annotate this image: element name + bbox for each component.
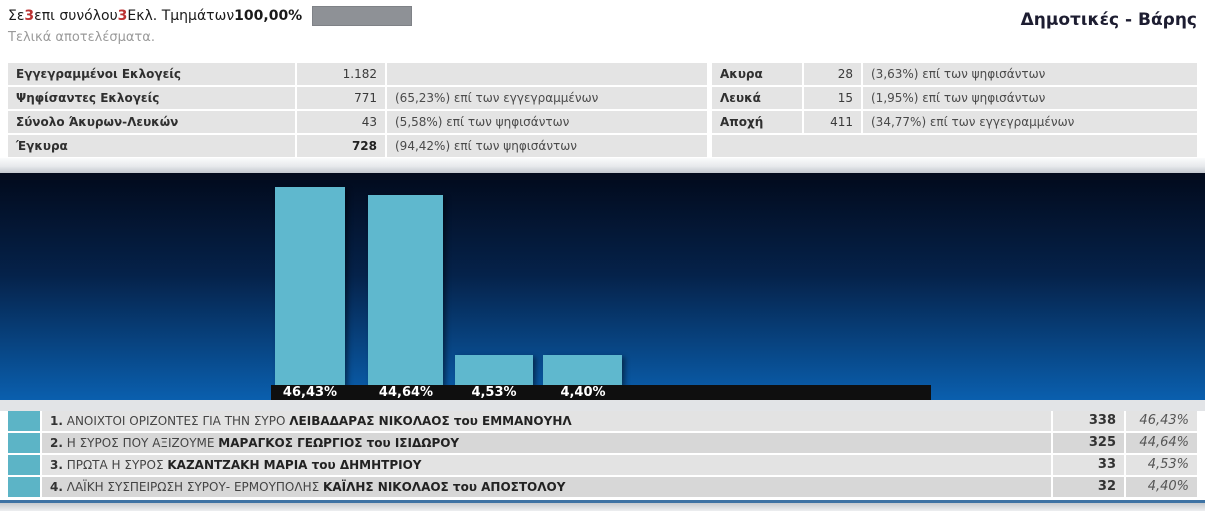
chart-percent-label: 46,43% (282, 385, 338, 400)
rank-label: 1. (50, 414, 63, 428)
summary-note: (65,23%) επί των εγγεγραμμένων (387, 87, 707, 109)
votes-value: 325 (1053, 433, 1124, 453)
votes-value: 338 (1053, 411, 1124, 431)
summary-row: Ψηφίσαντες Εκλογείς 771 (65,23%) επί των… (8, 87, 707, 109)
summary-value: 15 (804, 87, 861, 109)
party-name: ΛΑΪΚΗ ΣΥΣΠΕΙΡΩΣΗ ΣΥΡΟΥ- ΕΡΜΟΥΠΟΛΗΣ (66, 480, 320, 494)
summary-value: 28 (804, 63, 861, 85)
chart-percent-label: 44,64% (378, 385, 434, 400)
summary-row: Αποχή 411 (34,77%) επί των εγγεγραμμένων (712, 111, 1197, 133)
rank-label: 4. (50, 480, 63, 494)
results-table: 1. ΑΝΟΙΧΤΟΙ ΟΡΙΖΟΝΤΕΣ ΓΙΑ ΤΗΝ ΣΥΡΟ ΛΕΙΒΑ… (8, 411, 1197, 499)
reported-count: 3 (24, 8, 35, 24)
chart-bar (368, 195, 443, 386)
summary-label: Ακυρα (712, 63, 802, 85)
summary-value: 411 (804, 111, 861, 133)
candidate-name: ΛΕΙΒΑΔΑΡΑΣ ΝΙΚΟΛΑΟΣ του ΕΜΜΑΝΟΥΗΛ (289, 414, 572, 428)
summary-empty-cell (712, 135, 1197, 157)
party-color-swatch (8, 411, 40, 431)
candidate-name: ΜΑΡΑΓΚΟΣ ΓΕΩΡΓΙΟΣ του ΙΣΙΔΩΡΟΥ (218, 436, 460, 450)
party-name: ΑΝΟΙΧΤΟΙ ΟΡΙΖΟΝΤΕΣ ΓΙΑ ΤΗΝ ΣΥΡΟ (66, 414, 286, 428)
summary-value: 1.182 (297, 63, 385, 85)
summary-note (387, 63, 707, 85)
candidate-name: ΚΑΪΛΗΣ ΝΙΚΟΛΑΟΣ του ΑΠΟΣΤΟΛΟΥ (323, 480, 566, 494)
status-text: Τελικά αποτελέσματα. (8, 30, 155, 45)
chart-bar (275, 187, 345, 386)
chart-label-strip: 46,43% 44,64% 4,53% 4,40% (271, 385, 931, 400)
results-bar-chart: 46,43% 44,64% 4,53% 4,40% (0, 173, 1205, 400)
summary-note: (5,58%) επί των ψηφισάντων (387, 111, 707, 133)
summary-value: 43 (297, 111, 385, 133)
summary-row: Ακυρα 28 (3,63%) επί των ψηφισάντων (712, 63, 1197, 85)
rank-label: 2. (50, 436, 63, 450)
progress-mid: επι συνόλου (34, 8, 118, 24)
summary-note: (1,95%) επί των ψηφισάντων (863, 87, 1197, 109)
party-color-swatch (8, 477, 40, 497)
party-candidate-text: 4. ΛΑΪΚΗ ΣΥΣΠΕΙΡΩΣΗ ΣΥΡΟΥ- ΕΡΜΟΥΠΟΛΗΣ ΚΑ… (42, 477, 1051, 497)
chart-bottom-gap (0, 400, 1205, 411)
party-candidate-text: 3. ΠΡΩΤΑ Η ΣΥΡΟΣ ΚΑΖΑΝΤΖΑΚΗ ΜΑΡΙΑ του ΔΗ… (42, 455, 1051, 475)
progress-prefix: Σε (8, 8, 25, 24)
summary-label: Ψηφίσαντες Εκλογείς (8, 87, 295, 109)
progress-percent: 100,00% (234, 8, 303, 24)
party-color-swatch (8, 433, 40, 453)
summary-row: Λευκά 15 (1,95%) επί των ψηφισάντων (712, 87, 1197, 109)
summary-value: 728 (297, 135, 385, 157)
page-title: Δημοτικές - Βάρης (1020, 10, 1197, 30)
summary-label: Λευκά (712, 87, 802, 109)
party-candidate-text: 1. ΑΝΟΙΧΤΟΙ ΟΡΙΖΟΝΤΕΣ ΓΙΑ ΤΗΝ ΣΥΡΟ ΛΕΙΒΑ… (42, 411, 1051, 431)
percent-value: 44,64% (1126, 433, 1197, 453)
footer-divider (0, 500, 1205, 503)
table-row: 1. ΑΝΟΙΧΤΟΙ ΟΡΙΖΟΝΤΕΣ ΓΙΑ ΤΗΝ ΣΥΡΟ ΛΕΙΒΑ… (8, 411, 1197, 431)
chart-top-shadow (0, 158, 1205, 173)
summary-note: (3,63%) επί των ψηφισάντων (863, 63, 1197, 85)
reporting-progress-summary: Σε 3 επι συνόλου 3 Εκλ. Τμημάτων 100,00% (8, 6, 413, 26)
summary-row: Εγγεγραμμένοι Εκλογείς 1.182 (8, 63, 707, 85)
candidate-name: ΚΑΖΑΝΤΖΑΚΗ ΜΑΡΙΑ του ΔΗΜΗΤΡΙΟΥ (167, 458, 422, 472)
chart-bar (543, 355, 622, 386)
progress-bar (312, 6, 413, 26)
chart-bar (455, 355, 533, 386)
progress-suffix: Εκλ. Τμημάτων (127, 8, 235, 24)
summary-label: Εγγεγραμμένοι Εκλογείς (8, 63, 295, 85)
votes-value: 33 (1053, 455, 1124, 475)
summary-note: (94,42%) επί των ψηφισάντων (387, 135, 707, 157)
summary-row: Σύνολο Άκυρων-Λευκών 43 (5,58%) επί των … (8, 111, 707, 133)
summary-value: 771 (297, 87, 385, 109)
table-row: 2. Η ΣΥΡΟΣ ΠΟΥ ΑΞΙΖΟΥΜΕ ΜΑΡΑΓΚΟΣ ΓΕΩΡΓΙΟ… (8, 433, 1197, 453)
summary-note: (34,77%) επί των εγγεγραμμένων (863, 111, 1197, 133)
chart-percent-label: 4,53% (471, 385, 517, 400)
party-name: ΠΡΩΤΑ Η ΣΥΡΟΣ (66, 458, 164, 472)
table-row: 3. ΠΡΩΤΑ Η ΣΥΡΟΣ ΚΑΖΑΝΤΖΑΚΗ ΜΑΡΙΑ του ΔΗ… (8, 455, 1197, 475)
total-count: 3 (117, 8, 128, 24)
party-name: Η ΣΥΡΟΣ ΠΟΥ ΑΞΙΖΟΥΜΕ (66, 436, 215, 450)
summary-table-right: Ακυρα 28 (3,63%) επί των ψηφισάντων Λευκ… (712, 63, 1197, 159)
summary-label: Σύνολο Άκυρων-Λευκών (8, 111, 295, 133)
summary-table-left: Εγγεγραμμένοι Εκλογείς 1.182 Ψηφίσαντες … (8, 63, 707, 159)
footer-shadow (0, 503, 1205, 511)
summary-label: Έγκυρα (8, 135, 295, 157)
summary-label: Αποχή (712, 111, 802, 133)
summary-row: Έγκυρα 728 (94,42%) επί των ψηφισάντων (8, 135, 707, 157)
percent-value: 4,40% (1126, 477, 1197, 497)
party-candidate-text: 2. Η ΣΥΡΟΣ ΠΟΥ ΑΞΙΖΟΥΜΕ ΜΑΡΑΓΚΟΣ ΓΕΩΡΓΙΟ… (42, 433, 1051, 453)
party-color-swatch (8, 455, 40, 475)
chart-percent-label: 4,40% (560, 385, 606, 400)
percent-value: 4,53% (1126, 455, 1197, 475)
rank-label: 3. (50, 458, 63, 472)
votes-value: 32 (1053, 477, 1124, 497)
summary-row-empty (712, 135, 1197, 157)
percent-value: 46,43% (1126, 411, 1197, 431)
table-row: 4. ΛΑΪΚΗ ΣΥΣΠΕΙΡΩΣΗ ΣΥΡΟΥ- ΕΡΜΟΥΠΟΛΗΣ ΚΑ… (8, 477, 1197, 497)
